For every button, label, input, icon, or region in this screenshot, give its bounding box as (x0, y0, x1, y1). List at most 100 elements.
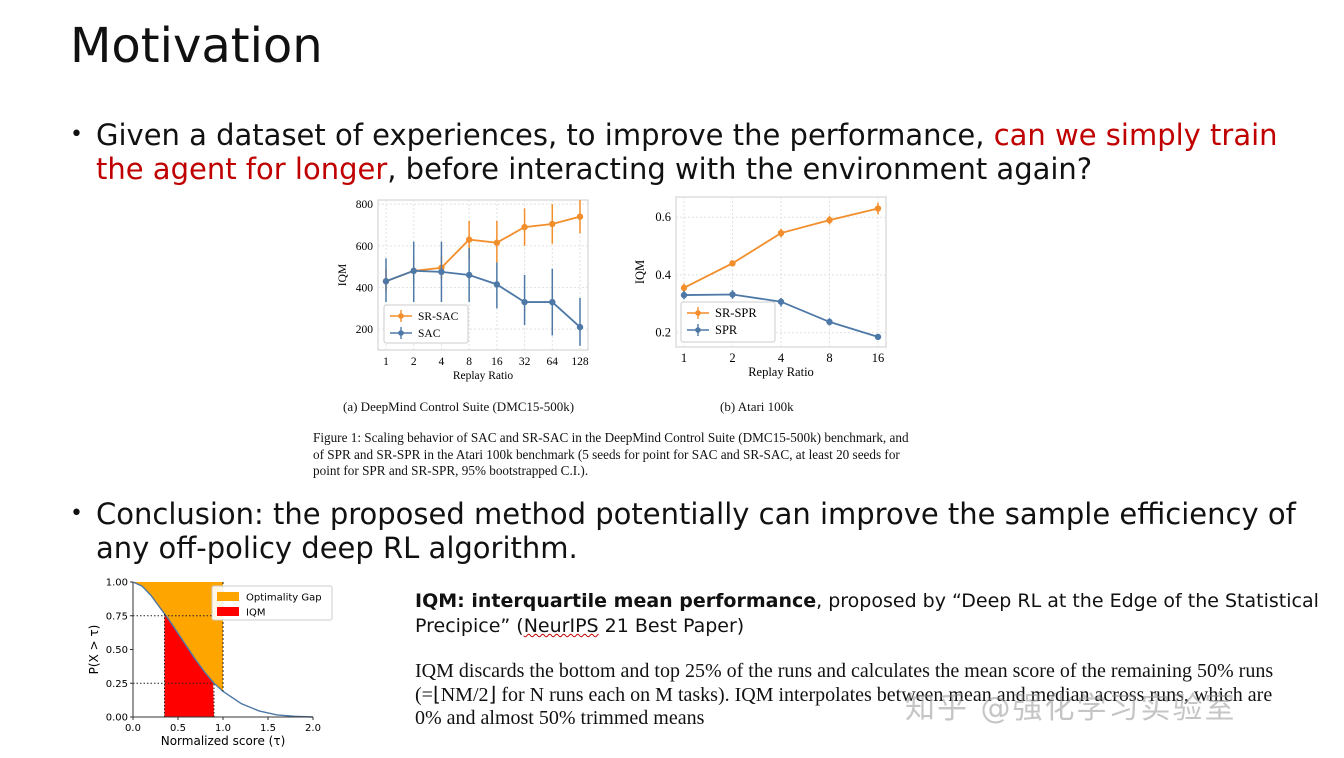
x-tick-label: 1.0 (215, 723, 231, 734)
legend-marker (695, 310, 701, 316)
data-point (729, 260, 736, 267)
bullet-dot: • (70, 122, 83, 147)
x-tick-label: 2 (729, 351, 735, 365)
series-line-SAC (385, 269, 581, 328)
legend-box (680, 301, 776, 343)
x-tick-label: 0.0 (125, 723, 141, 734)
iqm-end: 21 Best Paper) (598, 615, 745, 637)
x-tick-label: 128 (571, 356, 589, 368)
x-tick-label: 16 (491, 356, 503, 368)
data-point (382, 278, 390, 285)
data-point (729, 291, 736, 298)
data-point (826, 318, 833, 326)
bullet-text: Given a dataset of experiences, to impro… (96, 118, 1300, 186)
bullet-question: • Given a dataset of experiences, to imp… (70, 118, 1300, 186)
chart-dmc: 200 400 600 800 1 2 4 8 16 32 64 128 Replay Ratio IQM… (337, 199, 589, 382)
x-tick-label: 1.5 (260, 723, 276, 734)
bullet1-part2: , before interacting with the environmen… (387, 152, 1093, 186)
data-point (680, 284, 688, 292)
y-axis-label: IQM (633, 260, 647, 284)
x-tick-label: 16 (872, 351, 885, 365)
y-tick-label: 1.00 (106, 578, 128, 589)
bullet-dot: • (70, 501, 83, 526)
legend-swatch (217, 607, 239, 616)
subcaption-a: (a) DeepMind Control Suite (DMC15-500k) (343, 399, 575, 414)
slide-title: Motivation (70, 18, 323, 74)
legend-label: SR-SAC (418, 311, 459, 323)
data-point (576, 213, 584, 220)
legend-label: IQM (246, 608, 265, 619)
iqm-bold: IQM: interquartile mean performance (415, 590, 817, 612)
y-tick-label: 800 (356, 199, 374, 211)
x-tick-label: 64 (547, 356, 559, 368)
x-tick-label: 2 (411, 356, 417, 368)
bullet1-highlight: can we simply train the agent for longer (96, 118, 1278, 186)
x-tick-label: 4 (778, 351, 785, 365)
legend-label: SR-SPR (715, 306, 757, 320)
y-axis-label: P(X > τ) (87, 625, 101, 675)
y-tick-label: 0.6 (655, 210, 671, 224)
data-point (874, 205, 882, 212)
survival-curve (132, 581, 314, 718)
y-tick-label: 0.75 (106, 611, 128, 622)
iqm-rest: , proposed by “Deep RL at the Edge of th… (415, 590, 1319, 637)
data-point (826, 216, 833, 224)
data-point (493, 281, 501, 288)
data-point (465, 236, 473, 243)
data-point (874, 333, 882, 341)
data-point (549, 220, 556, 228)
data-point (576, 323, 584, 331)
x-tick-label: 8 (826, 351, 832, 365)
iqm-neurips: NeurIPS (523, 615, 599, 637)
legend-box (211, 585, 333, 621)
data-point (410, 267, 417, 275)
iqm-description: IQM discards the bottom and top 25% of t… (415, 660, 1274, 729)
data-point (465, 271, 473, 279)
legend-label: SAC (418, 328, 441, 340)
legend-swatch (217, 592, 239, 601)
bullet1-part1: Given a dataset of experiences, to impro… (96, 118, 994, 152)
data-point (493, 239, 501, 246)
iqm-area (164, 613, 214, 717)
iqm-heading: IQM: interquartile mean performance, pro… (415, 589, 1335, 639)
chart-iqm-illustration: 0.00 0.25 0.50 0.75 1.00 0.0 0.5 1.0 1.5 2.0 Norma… (87, 578, 333, 748)
bullet-conclusion: • Conclusion: the proposed method potent… (70, 497, 1320, 565)
figure-caption: Figure 1: Scaling behavior of SAC and SR… (313, 430, 909, 478)
x-axis-label: Replay Ratio (453, 370, 514, 382)
x-tick-label: 8 (466, 356, 472, 368)
data-point (521, 298, 528, 306)
x-tick-label: 2.0 (305, 723, 321, 734)
data-point (777, 298, 785, 305)
bullet-text: Conclusion: the proposed method potentia… (96, 497, 1296, 565)
y-axis-label: IQM (337, 264, 349, 286)
y-tick-label: 600 (356, 241, 374, 253)
y-tick-label: 0.00 (106, 713, 128, 724)
x-axis-label: Normalized score (τ) (161, 734, 286, 748)
x-tick-label: 32 (519, 356, 531, 368)
data-point (680, 291, 688, 299)
optimality-gap-area (133, 582, 223, 692)
legend-marker (695, 327, 701, 333)
y-tick-label: 400 (356, 283, 374, 295)
y-tick-label: 200 (356, 324, 374, 336)
data-point (521, 223, 528, 231)
x-axis-label: Replay Ratio (748, 365, 814, 379)
y-tick-label: 0.25 (106, 679, 128, 690)
y-tick-label: 0.50 (106, 645, 128, 656)
x-tick-label: 0.5 (170, 723, 186, 734)
legend-marker (398, 330, 404, 336)
legend-label: SPR (715, 323, 738, 337)
y-tick-label: 0.4 (655, 268, 671, 282)
subcaption-b: (b) Atari 100k (720, 399, 794, 414)
chart-atari: 0.2 0.4 0.6 1 2 4 8 16 Replay Ratio IQM SR-SPR SPR (633, 196, 887, 379)
x-tick-label: 1 (681, 351, 687, 365)
x-tick-label: 4 (439, 356, 445, 368)
watermark: 知乎 @强化学习实验室 (905, 691, 1237, 726)
data-point (438, 268, 445, 276)
x-tick-label: 1 (383, 356, 389, 368)
y-tick-label: 0.2 (655, 326, 671, 340)
legend-marker (398, 313, 404, 319)
legend-label: Optimality Gap (246, 593, 322, 604)
data-point (549, 298, 556, 306)
data-point (777, 229, 785, 237)
